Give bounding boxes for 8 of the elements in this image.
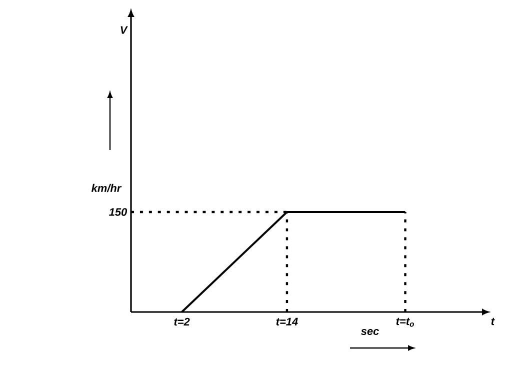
text: sec [360,329,379,336]
text: 150 [109,208,128,216]
x-tick-label: t=2 [174,318,190,326]
x-axis-title: t [491,318,495,326]
x-tick-label: t=14 [276,318,298,326]
x-tick-label: t=t$_{o}$ [396,318,414,327]
text: V [120,26,128,34]
text: km/hr [91,184,122,192]
